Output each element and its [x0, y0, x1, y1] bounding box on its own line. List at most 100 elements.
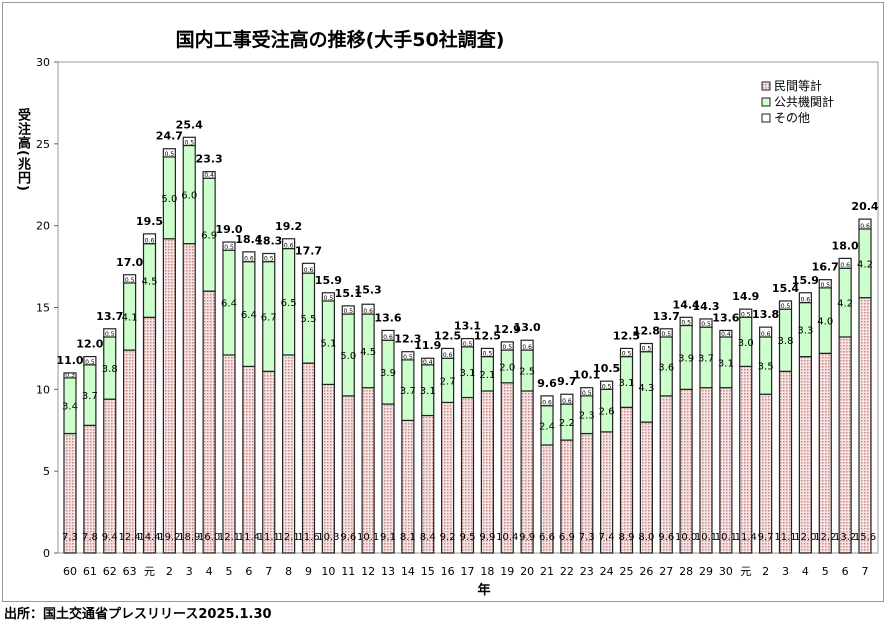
data-label-public: 4.2 — [837, 299, 853, 310]
bar-segment-other — [580, 387, 594, 397]
legend-label: 公共機関計 — [774, 94, 834, 109]
data-label-total: 14.4 — [673, 298, 700, 311]
bar-segment-other — [719, 329, 733, 338]
data-label-other: 0.5 — [85, 359, 95, 366]
x-tick-label: 25 — [620, 565, 634, 578]
data-label-public: 5.0 — [161, 194, 177, 205]
x-tick-label: 29 — [699, 565, 713, 578]
data-label-public: 5.1 — [320, 339, 336, 350]
data-label-total: 25.4 — [176, 118, 203, 131]
bar-segment-private — [341, 395, 355, 554]
bar-segment-private — [778, 370, 793, 554]
data-label-public: 3.1 — [619, 378, 635, 389]
legend-swatch — [761, 97, 771, 107]
bar-segment-other — [619, 347, 634, 358]
bar-segment-other — [838, 257, 852, 269]
data-label-public: 3.7 — [698, 353, 714, 364]
data-label-public: 6.4 — [241, 310, 257, 321]
data-label-private: 10.1 — [357, 532, 379, 543]
data-label-private: 10.1 — [695, 532, 717, 543]
bar-segment-other — [600, 380, 614, 390]
data-label-total: 15.1 — [335, 287, 362, 300]
bar-segment-other — [123, 274, 137, 284]
data-label-other: 0.5 — [582, 390, 592, 397]
bar-segment-private — [441, 401, 455, 554]
data-label-other: 0.3 — [65, 372, 75, 379]
data-label-public: 3.1 — [718, 358, 734, 369]
bar-segment-private — [679, 388, 693, 554]
x-tick-label: 60 — [63, 565, 77, 578]
data-label-other: 0.6 — [383, 334, 393, 341]
data-label-total: 10.5 — [593, 362, 620, 375]
data-label-public: 2.7 — [440, 376, 456, 387]
data-label-other: 0.4 — [423, 359, 433, 366]
bar-segment-other — [262, 252, 276, 263]
bar-segment-other — [759, 326, 773, 338]
data-label-private: 12.4 — [118, 532, 140, 543]
bar-segment-private — [699, 387, 713, 554]
bar-segment-private — [520, 390, 534, 554]
x-tick-label: 2 — [166, 565, 173, 578]
data-label-other: 0.5 — [343, 308, 353, 315]
data-label-private: 12.1 — [277, 532, 299, 543]
x-tick-label: 7 — [862, 565, 869, 578]
legend-label: 民間等計 — [774, 78, 822, 93]
data-label-other: 0.5 — [403, 354, 413, 361]
data-label-total: 18.3 — [255, 234, 282, 247]
data-label-public: 3.9 — [678, 353, 694, 364]
data-label-other: 0.6 — [542, 400, 552, 407]
x-tick-label: 61 — [83, 565, 97, 578]
bar-segment-other — [142, 233, 157, 245]
bar-segment-private — [242, 365, 256, 554]
data-label-other: 0.6 — [304, 267, 314, 274]
bar-segment-private — [202, 290, 216, 554]
x-tick-label: 5 — [226, 565, 233, 578]
data-label-total: 13.6 — [374, 311, 401, 324]
data-label-private: 10.3 — [317, 532, 339, 543]
data-label-total: 12.3 — [394, 333, 421, 346]
legend-swatch — [761, 113, 771, 123]
data-label-total: 9.7 — [557, 375, 577, 388]
data-label-private: 11.4 — [735, 532, 757, 543]
data-label-private: 15.6 — [854, 532, 876, 543]
x-tick-label: 15 — [421, 565, 435, 578]
bar-segment-private — [182, 243, 196, 554]
data-label-total: 19.0 — [215, 223, 242, 236]
data-label-total: 13.8 — [752, 308, 779, 321]
y-tick-label: 0 — [43, 547, 50, 560]
x-tick-label: 11 — [341, 565, 355, 578]
bar-segment-private — [460, 396, 475, 554]
bar-segment-private — [659, 395, 673, 554]
data-label-private: 6.9 — [559, 532, 575, 543]
bar-segment-other — [659, 328, 673, 338]
data-label-total: 19.2 — [275, 220, 302, 233]
data-label-private: 10.0 — [675, 532, 697, 543]
bar-segment-other — [361, 303, 375, 315]
bar-segment-other — [103, 328, 117, 338]
chart-frame — [2, 2, 884, 602]
data-label-public: 2.6 — [599, 407, 615, 418]
data-label-public: 3.5 — [758, 362, 774, 373]
bar-segment-other — [679, 316, 693, 327]
data-label-total: 15.4 — [772, 282, 799, 295]
bar-segment-private — [381, 403, 395, 554]
data-label-total: 11.0 — [56, 354, 83, 367]
data-label-other: 0.6 — [145, 238, 155, 245]
data-label-public: 3.8 — [778, 336, 794, 347]
data-label-public: 6.7 — [261, 313, 277, 324]
bar-segment-other — [639, 342, 653, 353]
data-label-private: 14.4 — [138, 532, 160, 543]
x-tick-label: 17 — [461, 565, 475, 578]
data-label-private: 9.6 — [340, 532, 356, 543]
data-label-public: 3.0 — [738, 338, 754, 349]
y-tick-label: 25 — [36, 138, 50, 151]
data-label-public: 2.5 — [519, 367, 535, 378]
bar-segment-private — [321, 383, 335, 554]
bar-segment-private — [282, 354, 296, 554]
data-label-public: 4.5 — [360, 347, 376, 358]
y-tick-label: 15 — [36, 302, 50, 315]
data-label-total: 13.7 — [653, 310, 680, 323]
data-label-other: 0.4 — [721, 331, 731, 338]
data-label-other: 0.5 — [184, 139, 194, 146]
data-label-total: 12.5 — [434, 329, 461, 342]
